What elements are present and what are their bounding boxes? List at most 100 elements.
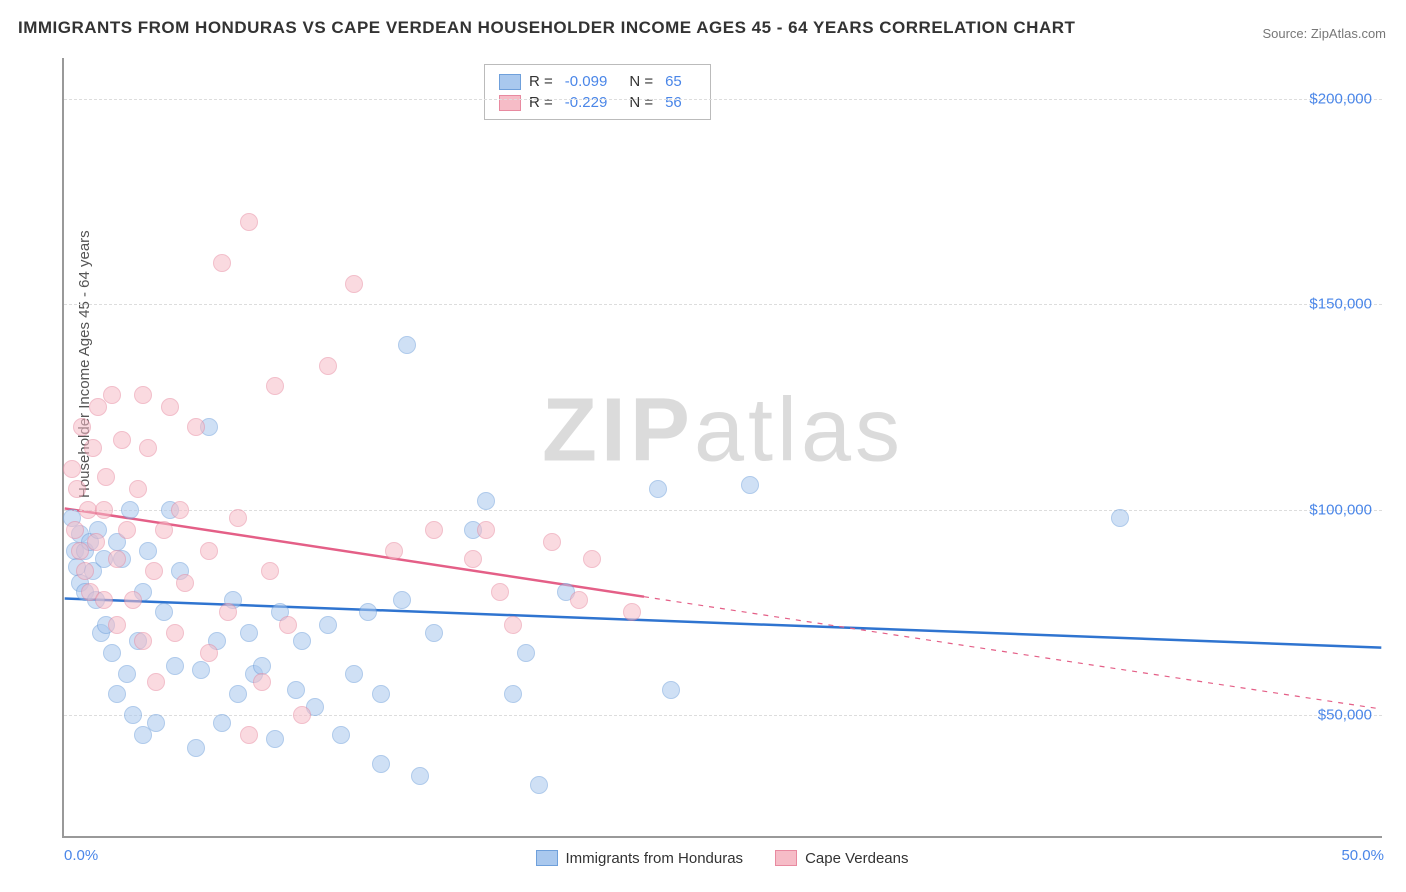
legend-swatch bbox=[499, 74, 521, 90]
data-point bbox=[293, 706, 311, 724]
data-point bbox=[649, 480, 667, 498]
trend-line-solid bbox=[65, 599, 1382, 648]
data-point bbox=[121, 501, 139, 519]
scatter-plot: ZIPatlas R =-0.099N =65 R = -0.229 N = 56 $5… bbox=[62, 58, 1382, 838]
legend-item: Cape Verdeans bbox=[775, 850, 908, 867]
data-point bbox=[543, 533, 561, 551]
chart-area: Householder Income Ages 45 - 64 years ZI… bbox=[62, 58, 1382, 838]
data-point bbox=[662, 681, 680, 699]
data-point bbox=[176, 574, 194, 592]
data-point bbox=[741, 476, 759, 494]
series-legend: Immigrants from Honduras Cape Verdeans bbox=[62, 850, 1382, 871]
source-attribution: Source: ZipAtlas.com bbox=[1262, 26, 1386, 41]
data-point bbox=[240, 726, 258, 744]
data-point bbox=[134, 632, 152, 650]
data-point bbox=[200, 542, 218, 560]
data-point bbox=[97, 468, 115, 486]
data-point bbox=[192, 661, 210, 679]
data-point bbox=[108, 550, 126, 568]
data-point bbox=[139, 542, 157, 560]
gridline bbox=[64, 715, 1382, 716]
legend-item-label: Immigrants from Honduras bbox=[566, 850, 744, 867]
trend-lines bbox=[64, 58, 1382, 836]
legend-item: Immigrants from Honduras bbox=[536, 850, 744, 867]
data-point bbox=[253, 657, 271, 675]
data-point bbox=[187, 739, 205, 757]
data-point bbox=[425, 521, 443, 539]
data-point bbox=[393, 591, 411, 609]
data-point bbox=[219, 603, 237, 621]
y-tick-label: $150,000 bbox=[1309, 296, 1372, 313]
data-point bbox=[66, 521, 84, 539]
data-point bbox=[266, 377, 284, 395]
data-point bbox=[213, 254, 231, 272]
data-point bbox=[570, 591, 588, 609]
data-point bbox=[118, 665, 136, 683]
legend-r-label: R = bbox=[529, 94, 553, 111]
data-point bbox=[253, 673, 271, 691]
legend-r-value: -0.099 bbox=[565, 73, 608, 90]
data-point bbox=[477, 521, 495, 539]
data-point bbox=[425, 624, 443, 642]
data-point bbox=[229, 685, 247, 703]
legend-n-value: 65 bbox=[665, 73, 682, 90]
data-point bbox=[95, 591, 113, 609]
data-point bbox=[623, 603, 641, 621]
legend-r-value: -0.229 bbox=[565, 94, 608, 111]
legend-row: R = -0.229 N = 56 bbox=[499, 92, 696, 113]
data-point bbox=[279, 616, 297, 634]
data-point bbox=[491, 583, 509, 601]
legend-item-label: Cape Verdeans bbox=[805, 850, 908, 867]
data-point bbox=[504, 616, 522, 634]
data-point bbox=[124, 591, 142, 609]
data-point bbox=[76, 562, 94, 580]
data-point bbox=[124, 706, 142, 724]
data-point bbox=[266, 730, 284, 748]
data-point bbox=[113, 431, 131, 449]
data-point bbox=[229, 509, 247, 527]
data-point bbox=[187, 418, 205, 436]
data-point bbox=[161, 398, 179, 416]
watermark: ZIPatlas bbox=[542, 380, 904, 483]
data-point bbox=[63, 460, 81, 478]
data-point bbox=[411, 767, 429, 785]
data-point bbox=[477, 492, 495, 510]
data-point bbox=[240, 624, 258, 642]
legend-n-value: 56 bbox=[665, 94, 682, 111]
data-point bbox=[103, 644, 121, 662]
data-point bbox=[319, 616, 337, 634]
correlation-legend: R =-0.099N =65 R = -0.229 N = 56 bbox=[484, 64, 711, 120]
data-point bbox=[213, 714, 231, 732]
data-point bbox=[261, 562, 279, 580]
data-point bbox=[73, 418, 91, 436]
data-point bbox=[319, 357, 337, 375]
data-point bbox=[1111, 509, 1129, 527]
data-point bbox=[372, 685, 390, 703]
data-point bbox=[372, 755, 390, 773]
data-point bbox=[287, 681, 305, 699]
legend-swatch bbox=[499, 95, 521, 111]
trend-line-dashed bbox=[644, 597, 1381, 709]
data-point bbox=[332, 726, 350, 744]
data-point bbox=[166, 624, 184, 642]
data-point bbox=[108, 616, 126, 634]
legend-swatch bbox=[536, 850, 558, 866]
data-point bbox=[84, 439, 102, 457]
data-point bbox=[134, 386, 152, 404]
gridline bbox=[64, 99, 1382, 100]
data-point bbox=[517, 644, 535, 662]
legend-n-label: N = bbox=[629, 94, 653, 111]
data-point bbox=[240, 213, 258, 231]
data-point bbox=[139, 439, 157, 457]
data-point bbox=[68, 480, 86, 498]
data-point bbox=[345, 665, 363, 683]
data-point bbox=[108, 685, 126, 703]
data-point bbox=[504, 685, 522, 703]
legend-row: R =-0.099N =65 bbox=[499, 71, 696, 92]
data-point bbox=[103, 386, 121, 404]
y-tick-label: $50,000 bbox=[1318, 706, 1372, 723]
chart-title: IMMIGRANTS FROM HONDURAS VS CAPE VERDEAN… bbox=[18, 18, 1075, 38]
data-point bbox=[147, 714, 165, 732]
data-point bbox=[118, 521, 136, 539]
data-point bbox=[583, 550, 601, 568]
